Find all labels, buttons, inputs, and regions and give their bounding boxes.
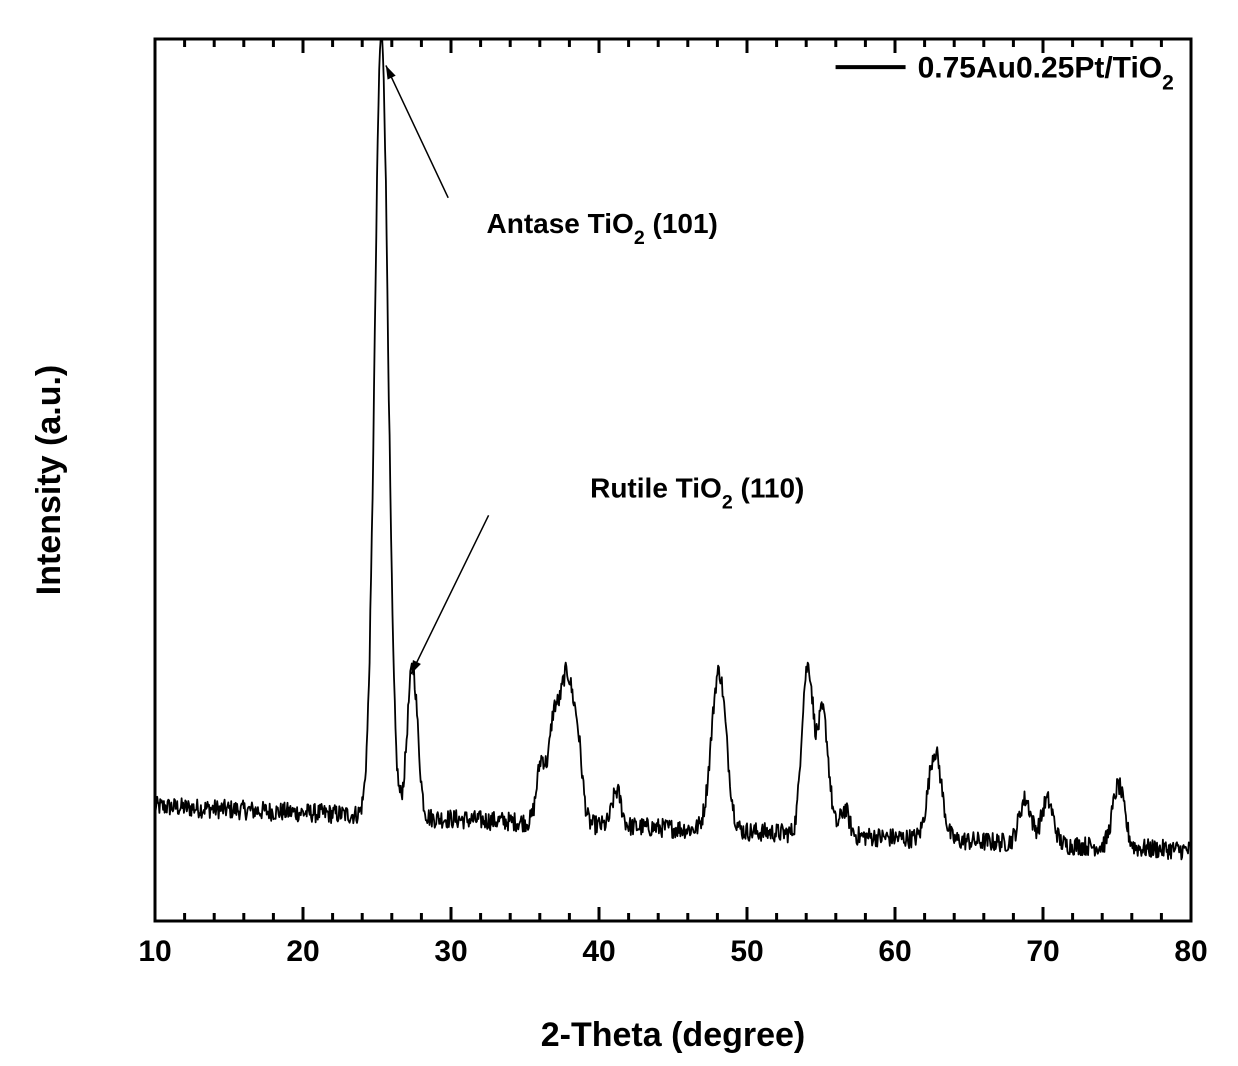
annotations: Antase TiO2 (101) Rutile TiO2 (110) bbox=[386, 65, 804, 674]
svg-text:40: 40 bbox=[582, 935, 615, 968]
svg-text:50: 50 bbox=[730, 935, 763, 968]
svg-text:10: 10 bbox=[138, 935, 171, 968]
xrd-figure: 10 20 30 40 50 60 70 80 2-Theta (degree) Intensi… bbox=[0, 0, 1238, 1066]
svg-text:0.75Au0.25Pt/TiO2: 0.75Au0.25Pt/TiO2 bbox=[918, 52, 1174, 95]
svg-text:60: 60 bbox=[878, 935, 911, 968]
rutile-label: Rutile TiO2 (110) bbox=[590, 473, 804, 514]
svg-text:70: 70 bbox=[1026, 935, 1059, 968]
svg-text:20: 20 bbox=[286, 935, 319, 968]
xrd-series bbox=[155, 39, 1191, 859]
y-axis-title: Intensity (a.u.) bbox=[30, 365, 68, 595]
svg-text:30: 30 bbox=[434, 935, 467, 968]
x-axis-title: 2-Theta (degree) bbox=[541, 1016, 806, 1054]
anatase-arrow bbox=[386, 65, 448, 197]
svg-text:80: 80 bbox=[1174, 935, 1207, 968]
rutile-arrow bbox=[411, 515, 489, 674]
legend: 0.75Au0.25Pt/TiO2 bbox=[836, 52, 1174, 95]
anatase-label: Antase TiO2 (101) bbox=[487, 208, 718, 249]
